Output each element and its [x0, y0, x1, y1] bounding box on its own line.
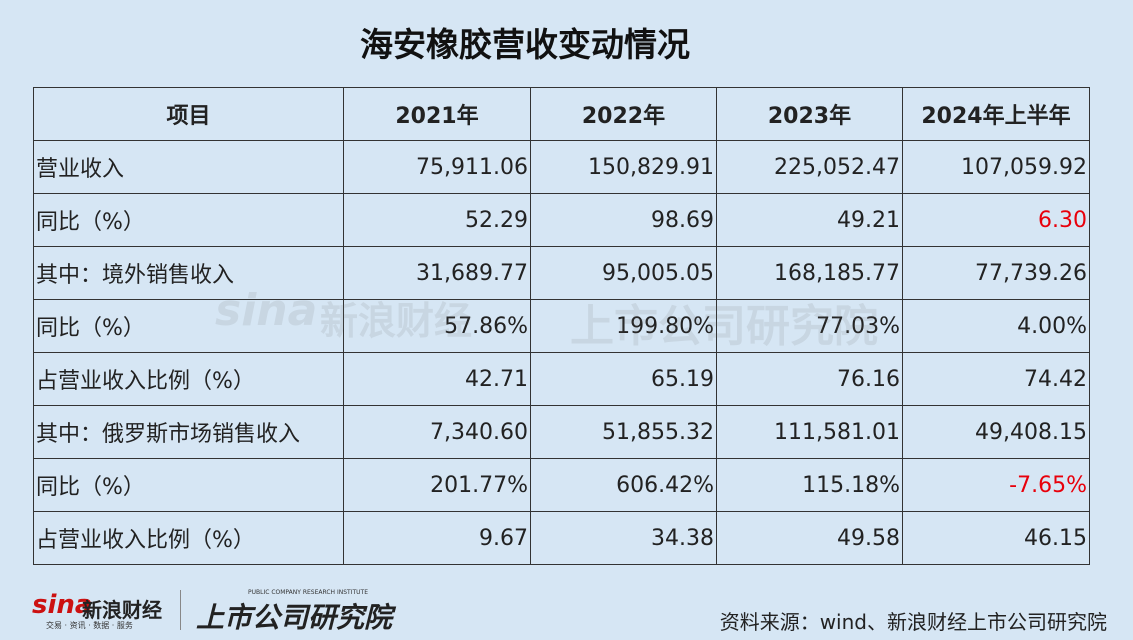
source: 资料来源：wind、新浪财经上市公司研究院	[719, 610, 1107, 634]
cell: 9.67	[343, 511, 531, 565]
header-cell: 2021年	[343, 87, 531, 141]
table-row: 同比（%） 52.29 98.69 49.21 6.30	[33, 193, 1090, 247]
table-row: 同比（%） 57.86% 199.80% 77.03% 4.00%	[33, 299, 1090, 353]
cell: 115.18%	[716, 458, 903, 512]
cell: 52.29	[343, 193, 531, 247]
cell: 74.42	[902, 352, 1090, 406]
title: 海安橡胶营收变动情况	[360, 25, 690, 64]
logo-brand: 新浪财经	[82, 598, 162, 622]
cell: 49.58	[716, 511, 903, 565]
header-cell: 项目	[33, 87, 344, 141]
cell: 168,185.77	[716, 246, 903, 300]
logo-sina: sina	[32, 590, 93, 620]
row-label: 同比（%）	[33, 458, 344, 512]
cell: 606.42%	[530, 458, 717, 512]
cell: 75,911.06	[343, 140, 531, 194]
table-body: 营业收入 75,911.06 150,829.91 225,052.47 107,059…	[33, 140, 1090, 565]
table: 项目 2021年 2022年 2023年 2024年上半年 营业收入 75,911.06 1…	[33, 87, 1090, 565]
table-row: 同比（%） 201.77% 606.42% 115.18% -7.65%	[33, 458, 1090, 512]
cell: 111,581.01	[716, 405, 903, 459]
cell: 7,340.60	[343, 405, 531, 459]
cell: 225,052.47	[716, 140, 903, 194]
cell: 77.03%	[716, 299, 903, 353]
cell: 34.38	[530, 511, 717, 565]
row-label: 占营业收入比例（%）	[33, 511, 344, 565]
table-row: 占营业收入比例（%） 42.71 65.19 76.16 74.42	[33, 352, 1090, 406]
row-label: 同比（%）	[33, 299, 344, 353]
header-cell: 2023年	[716, 87, 903, 141]
row-label: 其中：俄罗斯市场销售收入	[33, 405, 344, 459]
logo-divider	[180, 590, 181, 630]
cell: 107,059.92	[902, 140, 1090, 194]
cell: 57.86%	[343, 299, 531, 353]
table-row: 占营业收入比例（%） 9.67 34.38 49.58 46.15	[33, 511, 1090, 565]
cell: 98.69	[530, 193, 717, 247]
header-cell: 2022年	[530, 87, 717, 141]
table-row: 营业收入 75,911.06 150,829.91 225,052.47 107,059…	[33, 140, 1090, 194]
header-cell: 2024年上半年	[902, 87, 1090, 141]
cell: 4.00%	[902, 299, 1090, 353]
cell: 199.80%	[530, 299, 717, 353]
row-label: 占营业收入比例（%）	[33, 352, 344, 406]
cell: 51,855.32	[530, 405, 717, 459]
cell: 46.15	[902, 511, 1090, 565]
cell: 65.19	[530, 352, 717, 406]
cell: 76.16	[716, 352, 903, 406]
cell: 95,005.05	[530, 246, 717, 300]
cell: 49.21	[716, 193, 903, 247]
table-row: 其中：俄罗斯市场销售收入 7,340.60 51,855.32 111,581.01 4…	[33, 405, 1090, 459]
cell: 31,689.77	[343, 246, 531, 300]
cell: 42.71	[343, 352, 531, 406]
table-row: 其中：境外销售收入 31,689.77 95,005.05 168,185.77 77,…	[33, 246, 1090, 300]
logo-institute-en: PUBLIC COMPANY RESEARCH INSTITUTE	[248, 589, 368, 596]
logo-sub: 交易 · 资讯 · 数据 · 服务	[46, 621, 133, 630]
row-label: 其中：境外销售收入	[33, 246, 344, 300]
cell: 150,829.91	[530, 140, 717, 194]
header-row: 项目 2021年 2022年 2023年 2024年上半年	[33, 87, 1090, 141]
logo-institute: 上市公司研究院	[196, 601, 393, 634]
cell: 77,739.26	[902, 246, 1090, 300]
cell: 6.30	[902, 193, 1090, 247]
cell: 201.77%	[343, 458, 531, 512]
cell: -7.65%	[902, 458, 1090, 512]
row-label: 营业收入	[33, 140, 344, 194]
cell: 49,408.15	[902, 405, 1090, 459]
row-label: 同比（%）	[33, 193, 344, 247]
